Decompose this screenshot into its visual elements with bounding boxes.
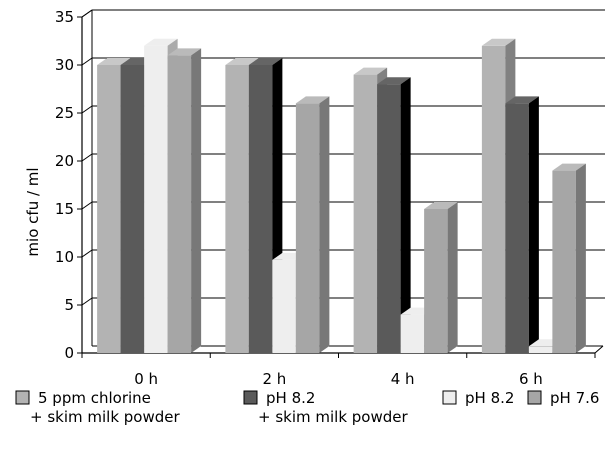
legend-swatch xyxy=(527,390,542,405)
bar-top xyxy=(144,38,178,46)
gridline-depth xyxy=(81,201,93,210)
legend-label-line: pH 7.6 xyxy=(550,389,599,407)
y-tick-label: 15 xyxy=(55,200,74,218)
legend-swatch xyxy=(243,390,258,405)
bar xyxy=(167,48,202,354)
legend-item: pH 8.2 + skim milk powder xyxy=(243,389,409,426)
bar-front xyxy=(505,103,529,354)
corner-top xyxy=(81,9,93,18)
x-tick-label: 2 h xyxy=(262,370,286,388)
bar-top xyxy=(481,38,516,46)
legend-label: pH 8.2 xyxy=(465,389,514,407)
bar-front xyxy=(528,346,553,353)
bar-side xyxy=(319,96,330,354)
bar-front xyxy=(377,84,401,353)
y-tick-label: 35 xyxy=(55,8,74,26)
legend-swatch xyxy=(442,390,457,405)
bar-top xyxy=(424,202,458,209)
axis-labels: 0 5 10 15 20 25 30 35 0 h 2 h 4 h 6 h xyxy=(55,8,543,388)
bar-side xyxy=(191,48,202,354)
legend-label-line: pH 8.2 xyxy=(266,389,315,407)
x-tick-label: 4 h xyxy=(391,370,415,388)
bar-top xyxy=(377,77,411,85)
bar-side xyxy=(575,163,586,353)
bar xyxy=(377,77,411,353)
bars xyxy=(97,38,586,354)
bar-top xyxy=(295,96,330,104)
bar-side xyxy=(400,77,411,353)
bar xyxy=(552,163,586,353)
bar-front xyxy=(353,74,378,353)
bar-front xyxy=(248,65,273,353)
legend-item: 5 ppm chlorine + skim milk powder xyxy=(15,389,181,426)
bar-front xyxy=(97,65,121,353)
legend-label: pH 8.2 + skim milk powder xyxy=(258,389,409,426)
x-tick-label: 6 h xyxy=(519,370,543,388)
bar xyxy=(505,96,539,354)
y-tick-label: 20 xyxy=(55,152,74,170)
gridline-depth xyxy=(81,153,93,162)
legend-swatch xyxy=(15,390,30,405)
legend-label-line: + skim milk powder xyxy=(258,408,409,426)
legend-label-line: pH 8.2 xyxy=(465,389,514,407)
legend-label-line: + skim milk powder xyxy=(30,408,181,426)
y-axis-title: mio cfu / ml xyxy=(24,167,42,256)
bar-front xyxy=(272,259,296,353)
bar-top xyxy=(97,58,131,65)
bar xyxy=(295,96,330,354)
bar-top xyxy=(225,58,259,65)
legend-label: pH 7.6 xyxy=(550,389,599,407)
corner-right xyxy=(594,345,604,354)
legend-item: pH 7.6 xyxy=(527,389,599,407)
bar-top xyxy=(167,48,202,56)
bar-front xyxy=(481,45,506,354)
bar-front xyxy=(295,103,320,354)
x-tick-label: 0 h xyxy=(134,370,158,388)
bar-top xyxy=(248,58,283,65)
bar-top xyxy=(505,96,539,104)
bar-top xyxy=(353,67,388,75)
bar xyxy=(424,202,458,353)
gridline-depth xyxy=(81,249,93,258)
gridline-depth xyxy=(81,105,93,114)
bar-front xyxy=(225,65,249,353)
gridline-depth xyxy=(81,57,93,66)
bar-front xyxy=(424,209,448,353)
y-tick-label: 0 xyxy=(64,344,74,362)
y-tick-label: 25 xyxy=(55,104,74,122)
legend-item: pH 8.2 xyxy=(442,389,514,407)
bar-side xyxy=(528,96,539,354)
y-tick-label: 5 xyxy=(64,296,74,314)
bar-front xyxy=(167,55,192,354)
legend-label-line: 5 ppm chlorine xyxy=(38,389,151,407)
bar-front xyxy=(552,170,576,353)
bar-top xyxy=(552,163,586,171)
gridline-depth xyxy=(81,297,93,306)
y-tick-label: 10 xyxy=(55,248,74,266)
legend-label: 5 ppm chlorine + skim milk powder xyxy=(30,389,181,426)
bar-side xyxy=(447,202,458,353)
bar-front xyxy=(400,314,425,353)
y-tick-label: 30 xyxy=(55,56,74,74)
bar-front xyxy=(144,45,168,354)
bar-front xyxy=(120,65,145,353)
